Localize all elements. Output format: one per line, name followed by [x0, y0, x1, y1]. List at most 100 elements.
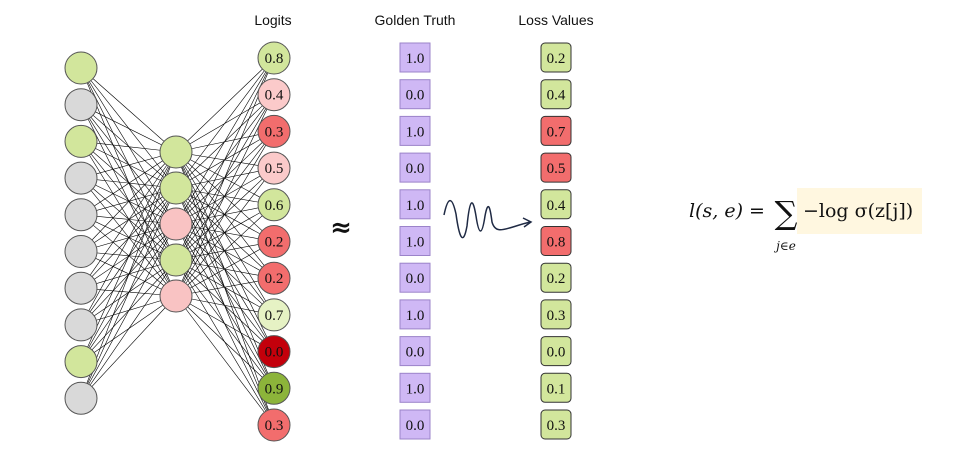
edge — [175, 277, 275, 297]
input-node — [64, 51, 98, 85]
logit-value: 0.7 — [265, 308, 284, 324]
golden-truth-cell — [399, 299, 431, 330]
loss-value-cell — [540, 42, 572, 73]
golden-truth-value: 0.0 — [406, 418, 425, 434]
logit-node — [257, 371, 291, 405]
input-node — [64, 308, 98, 342]
edge — [175, 57, 275, 153]
golden-truth-cell — [399, 79, 431, 110]
loss-value: 0.8 — [547, 235, 566, 251]
edge — [80, 295, 177, 399]
golden-truth-cell — [399, 409, 431, 440]
edge — [175, 151, 275, 279]
edge — [175, 187, 275, 279]
edge — [80, 67, 177, 189]
golden-truth-cell — [399, 115, 431, 146]
loss-value: 0.1 — [547, 381, 566, 397]
loss-value-cell — [540, 79, 572, 110]
hidden-layer — [159, 135, 193, 313]
loss-value: 0.5 — [547, 161, 566, 177]
input-node — [64, 88, 98, 122]
formula-highlight — [797, 188, 922, 234]
golden-truth-cell — [399, 336, 431, 367]
golden-truth-cell — [399, 152, 431, 183]
logit-node — [257, 335, 291, 369]
edge — [175, 151, 275, 206]
logit-node — [257, 188, 291, 222]
logit-layer: 0.8 0.4 0.3 0.5 0.6 0.2 0.2 0.7 0.0 0.9 0.3 — [257, 41, 291, 442]
hidden-node — [159, 135, 193, 169]
loss-values-header: Loss Values — [518, 12, 593, 28]
edge — [175, 295, 275, 426]
golden-truth-header: Golden Truth — [375, 12, 456, 28]
logit-value: 0.5 — [265, 161, 284, 177]
loss-value: 0.3 — [547, 308, 566, 324]
edge — [175, 223, 275, 316]
formula-term: −log σ(z[j]) — [803, 200, 913, 222]
golden-truth-cell — [399, 226, 431, 256]
input-node — [64, 235, 98, 268]
edge — [80, 67, 177, 153]
golden-truth-cell — [399, 372, 431, 403]
transform-arrow — [443, 199, 533, 239]
golden-truth-value: 1.0 — [406, 235, 425, 251]
loss-value: 0.4 — [547, 198, 566, 214]
input-node — [64, 198, 98, 232]
loss-value: 0.7 — [547, 124, 566, 140]
logit-node — [257, 298, 291, 332]
loss-value: 0.4 — [547, 88, 566, 104]
logit-value: 0.4 — [265, 88, 284, 104]
edge — [80, 214, 177, 297]
golden-truth-value: 0.0 — [406, 88, 425, 104]
loss-value-cell — [540, 372, 572, 403]
logit-value: 0.6 — [265, 198, 284, 214]
edge — [175, 151, 275, 169]
edge — [175, 131, 275, 297]
logit-value: 0.0 — [265, 345, 284, 361]
logit-value: 0.2 — [265, 271, 284, 287]
edge — [80, 104, 177, 189]
formula-lhs: l(s, e) = — [689, 200, 765, 222]
edge — [175, 204, 275, 297]
edge — [175, 57, 275, 189]
loss-value-cell — [540, 152, 572, 183]
edge — [80, 104, 177, 225]
golden-truth-value: 1.0 — [406, 381, 425, 397]
golden-truth-value: 1.0 — [406, 308, 425, 324]
loss-value: 0.0 — [547, 345, 566, 361]
edge — [175, 187, 275, 316]
golden-truth-value: 1.0 — [406, 51, 425, 67]
edge — [80, 151, 177, 326]
logit-node — [257, 41, 291, 75]
edge — [175, 151, 275, 242]
edge — [175, 57, 275, 225]
loss-value-cell — [540, 226, 572, 256]
golden-truth-column: 1.0 0.0 1.0 0.0 1.0 1.0 0.0 1.0 0.0 1.0 0.0 — [399, 42, 431, 440]
edge — [80, 177, 177, 261]
edge — [80, 141, 177, 261]
edge — [175, 295, 275, 352]
golden-truth-value: 0.0 — [406, 161, 425, 177]
edge — [175, 259, 275, 352]
golden-truth-cell — [399, 189, 431, 220]
logit-value: 0.9 — [265, 381, 284, 397]
golden-truth-cell — [399, 262, 431, 293]
logit-node — [257, 225, 291, 258]
loss-value: 0.3 — [547, 418, 566, 434]
hidden-node — [159, 279, 193, 313]
edge — [175, 259, 275, 389]
input-layer — [64, 51, 98, 415]
input-node — [64, 345, 98, 379]
logit-node — [257, 261, 291, 295]
logits-header: Logits — [254, 12, 291, 28]
formula-sum-symbol: ∑ — [775, 194, 798, 232]
input-node — [64, 161, 98, 195]
network-edges — [80, 57, 275, 426]
loss-value-cell — [540, 299, 572, 330]
edge — [80, 151, 177, 216]
loss-value-cell — [540, 115, 572, 146]
approx-symbol: ≈ — [330, 213, 352, 243]
logit-value: 0.3 — [265, 418, 284, 434]
edge — [175, 241, 275, 297]
edge — [80, 151, 177, 252]
